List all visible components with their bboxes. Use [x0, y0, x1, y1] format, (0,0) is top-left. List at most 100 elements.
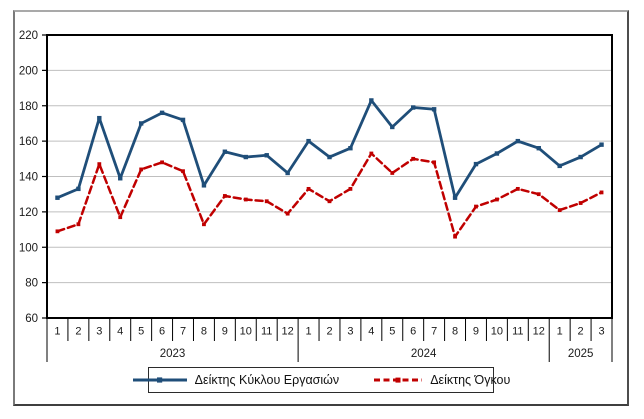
series-marker-0	[599, 142, 604, 147]
series-marker-0	[97, 115, 102, 121]
y-tick-label: 80	[25, 278, 38, 290]
series-marker-1	[495, 197, 499, 202]
month-label: 4	[117, 326, 123, 338]
y-tick-label: 180	[19, 101, 38, 113]
series-marker-1	[390, 171, 395, 175]
month-label: 2	[326, 326, 332, 338]
chart-figure: 60 80 100 120 140 160 180 200 220 1 2 3 4 5 6 7 8 9 10 11 12…	[13, 10, 629, 406]
month-label: 6	[410, 326, 416, 338]
series-marker-1	[327, 199, 332, 204]
legend-item-turnover: Δείκτης Κύκλου Εργασιών	[132, 372, 340, 387]
series-marker-1	[97, 162, 102, 167]
series-marker-0	[76, 186, 81, 192]
series-marker-1	[557, 208, 562, 213]
year-label: 2025	[568, 348, 594, 360]
month-label: 5	[389, 326, 395, 338]
series-marker-0	[515, 138, 521, 144]
month-label: 3	[96, 326, 102, 338]
series-marker-1	[578, 201, 583, 205]
month-label: 10	[240, 326, 252, 338]
series-marker-0	[557, 163, 562, 169]
month-label: 10	[491, 326, 503, 338]
month-label: 9	[222, 326, 228, 338]
chart-legend: Δείκτης Κύκλου Εργασιών Δείκτης Όγκου	[132, 367, 510, 393]
series-marker-0	[180, 117, 186, 123]
legend-item-volume: Δείκτης Όγκου	[373, 374, 510, 387]
year-label: 2024	[411, 348, 437, 360]
month-label: 9	[473, 326, 479, 338]
y-tick-label: 200	[19, 65, 38, 77]
y-tick-label: 160	[19, 136, 38, 148]
month-label: 8	[452, 326, 458, 338]
series-marker-1	[369, 151, 374, 156]
y-tick-label: 120	[19, 207, 38, 219]
series-line-1	[56, 152, 603, 238]
series-marker-1	[474, 204, 478, 209]
month-label: 1	[54, 326, 60, 338]
series-marker-0	[201, 183, 207, 188]
legend-label-volume: Δείκτης Όγκου	[430, 372, 511, 387]
month-label: 7	[431, 326, 437, 338]
month-label: 4	[368, 326, 374, 338]
month-label: 11	[512, 326, 523, 338]
series-marker-1	[202, 222, 206, 227]
series-marker-1	[181, 169, 185, 174]
series-marker-0	[578, 154, 583, 160]
month-label: 1	[557, 326, 563, 338]
series-marker-1	[348, 186, 353, 191]
year-label: 2023	[160, 348, 186, 360]
series-marker-0	[159, 110, 165, 116]
y-tick-label: 220	[19, 30, 38, 42]
series-marker-0	[222, 149, 228, 154]
series-line-0	[56, 99, 603, 200]
series-marker-1	[55, 229, 60, 234]
month-label: 7	[180, 326, 186, 338]
series-marker-0	[452, 195, 458, 200]
month-label: 3	[347, 326, 353, 338]
month-label: 5	[138, 326, 144, 338]
legend-line-sample-volume-icon	[374, 377, 423, 383]
series-marker-0	[390, 124, 395, 130]
series-marker-1	[139, 167, 144, 172]
month-label: 6	[159, 326, 165, 338]
series-marker-0	[327, 154, 332, 160]
series-marker-0	[285, 170, 290, 176]
series-marker-0	[264, 153, 269, 158]
y-tick-label: 100	[19, 242, 38, 254]
series-marker-0	[473, 161, 479, 167]
series-marker-0	[118, 176, 123, 181]
month-label: 12	[282, 326, 294, 338]
series-marker-1	[453, 234, 457, 239]
series-marker-1	[536, 192, 541, 197]
series-marker-1	[285, 211, 290, 216]
series-marker-1	[411, 156, 416, 161]
month-label: 11	[261, 326, 272, 338]
legend-label-turnover: Δείκτης Κύκλου Εργασιών	[194, 372, 340, 387]
series-marker-0	[494, 151, 500, 156]
series-marker-1	[306, 186, 311, 191]
series-marker-1	[118, 215, 123, 220]
legend-line-sample-turnover-icon	[132, 377, 187, 383]
series-marker-1	[515, 186, 520, 191]
series-marker-0	[431, 107, 437, 112]
series-marker-1	[264, 199, 269, 204]
month-label: 1	[306, 326, 312, 338]
series-marker-0	[55, 195, 60, 200]
series-marker-1	[243, 197, 248, 202]
series-marker-1	[599, 190, 604, 195]
series-marker-0	[348, 146, 353, 151]
series-marker-0	[306, 138, 311, 144]
series-marker-1	[76, 222, 81, 227]
series-marker-0	[138, 121, 144, 126]
series-marker-0	[243, 154, 248, 160]
month-label: 3	[598, 326, 604, 338]
series-marker-0	[369, 98, 374, 103]
series-marker-1	[222, 194, 227, 198]
month-label: 8	[201, 326, 207, 338]
month-label: 2	[578, 326, 584, 338]
series-marker-0	[411, 105, 416, 110]
plot-border	[46, 34, 613, 319]
y-tick-label: 60	[25, 313, 38, 325]
